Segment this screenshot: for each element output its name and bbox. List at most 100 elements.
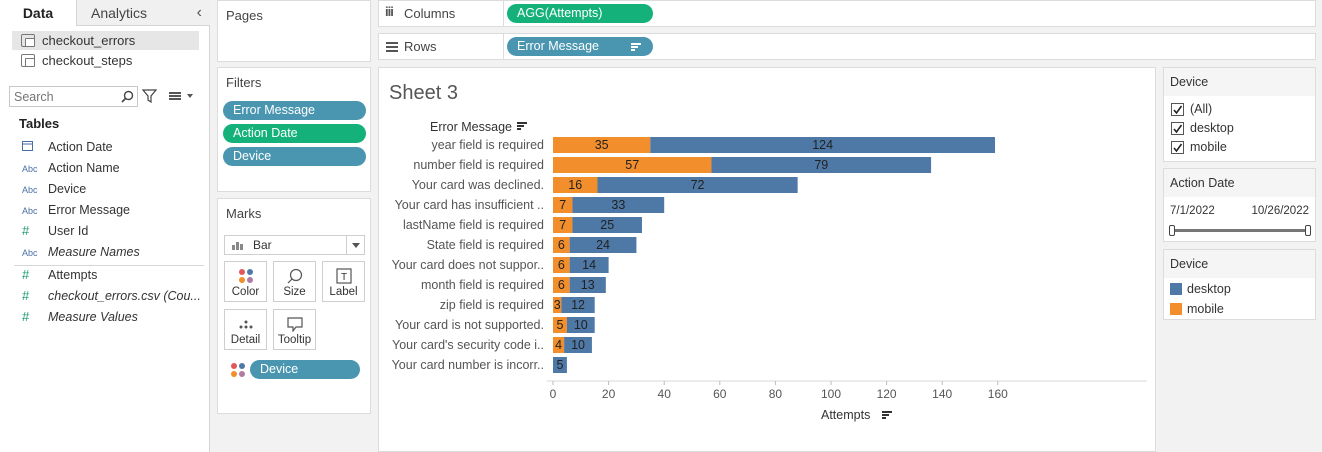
tab-data[interactable]: Data [0, 0, 76, 26]
row-label[interactable]: Your card does not suppor.. [391, 258, 544, 272]
legend-label[interactable]: mobile [1187, 302, 1224, 316]
field-error-message[interactable]: Abc Error Message [22, 200, 207, 220]
checkbox-label[interactable]: (All) [1190, 102, 1213, 116]
sort-icon[interactable] [882, 411, 892, 419]
collapse-pane-icon[interactable]: ‹ [196, 4, 202, 21]
chevron-down-icon [352, 243, 360, 248]
field-user-id[interactable]: # User Id [22, 221, 207, 241]
marks-size-button[interactable]: Size [273, 261, 316, 302]
row-label[interactable]: Your card has insufficient .. [394, 198, 544, 212]
dropdown-arrow[interactable] [346, 236, 364, 254]
data-source-checkout-steps[interactable]: checkout_steps [12, 51, 199, 70]
bar-mobile[interactable] [553, 257, 570, 273]
checkbox-label[interactable]: mobile [1190, 140, 1227, 154]
filter-icon[interactable] [142, 89, 157, 103]
data-source-checkout-errors[interactable]: checkout_errors [12, 31, 199, 50]
bar-value-label: 5 [556, 358, 563, 372]
date-slider-track[interactable] [1174, 229, 1308, 232]
filter-pill-error-message[interactable]: Error Message [223, 101, 366, 120]
bar-desktop[interactable] [711, 157, 932, 173]
row-label[interactable]: Your card's security code i.. [392, 338, 544, 352]
search-input[interactable] [14, 89, 114, 104]
field-action-date[interactable]: Action Date [22, 137, 207, 157]
bar-mobile[interactable] [553, 297, 562, 313]
checkbox-mobile[interactable] [1171, 141, 1184, 154]
bar-mobile[interactable] [553, 237, 570, 253]
bar-desktop[interactable] [597, 177, 798, 193]
row-label[interactable]: year field is required [431, 138, 544, 152]
bar-mobile[interactable] [553, 337, 565, 353]
marks-tooltip-button[interactable]: Tooltip [273, 309, 316, 350]
bar-desktop[interactable] [650, 137, 996, 153]
date-slider-start-handle[interactable] [1169, 225, 1175, 236]
bar-desktop[interactable] [566, 317, 595, 333]
bar-desktop[interactable] [561, 297, 595, 313]
date-slider-end-handle[interactable] [1305, 225, 1311, 236]
bar-value-label: 57 [625, 158, 639, 172]
field-measure-names[interactable]: Abc Measure Names [22, 242, 207, 262]
view-options-icon[interactable] [168, 90, 196, 102]
bar-mobile[interactable] [553, 157, 712, 173]
marks-detail-button[interactable]: Detail [224, 309, 267, 350]
field-device[interactable]: Abc Device [22, 179, 207, 199]
bar-desktop[interactable] [553, 357, 567, 373]
hash-icon: # [22, 288, 30, 303]
row-label[interactable]: number field is required [413, 158, 544, 172]
action-date-filter-title: Action Date [1164, 169, 1315, 197]
checkbox-desktop[interactable] [1171, 122, 1184, 135]
pages-shelf[interactable]: Pages [217, 0, 371, 62]
field-measure-values[interactable]: # Measure Values [22, 307, 207, 327]
legend-label[interactable]: desktop [1187, 282, 1231, 296]
bar-mobile[interactable] [553, 177, 598, 193]
marks-pill-device[interactable]: Device [250, 360, 360, 379]
checkbox-all[interactable] [1171, 103, 1184, 116]
marks-color-button[interactable]: Color [224, 261, 267, 302]
bar-value-label: 124 [812, 138, 833, 152]
bar-desktop[interactable] [572, 197, 665, 213]
field-checkout-errors-csv-cou[interactable]: # checkout_errors.csv (Cou... [22, 286, 207, 306]
columns-shelf[interactable]: iii Columns AGG(Attempts) [378, 0, 1316, 27]
row-label[interactable]: State field is required [426, 238, 544, 252]
bar-mobile[interactable] [553, 277, 570, 293]
action-date-filter-card: Action Date 7/1/2022 10/26/2022 [1163, 168, 1316, 242]
filter-pill-action-date[interactable]: Action Date [223, 124, 366, 143]
row-label[interactable]: Your card was declined. [411, 178, 544, 192]
row-label[interactable]: lastName field is required [402, 218, 544, 232]
bar-mobile[interactable] [553, 197, 573, 213]
sort-icon[interactable] [517, 122, 527, 130]
bar-desktop[interactable] [569, 257, 609, 273]
rows-pill-error-message[interactable]: Error Message [507, 37, 653, 56]
legend-swatch-desktop[interactable] [1170, 283, 1182, 295]
field-search-box[interactable] [9, 86, 138, 107]
bar-mobile[interactable] [553, 217, 573, 233]
bar-chart[interactable]: 35 124 57 79 16 72 7 33 7 25 6 24 6 14 6 13 3 12 5 10 4 10 5 0 2… [547, 135, 1152, 435]
field-action-name[interactable]: Abc Action Name [22, 158, 207, 178]
date-range-end[interactable]: 10/26/2022 [1251, 205, 1309, 217]
bar-desktop[interactable] [569, 277, 606, 293]
field-name: Action Date [48, 140, 113, 154]
date-range-start[interactable]: 7/1/2022 [1170, 205, 1215, 217]
bar-mobile[interactable] [553, 137, 651, 153]
bar-desktop[interactable] [564, 337, 592, 353]
filters-shelf[interactable]: Filters Error Message Action Date Device [217, 67, 371, 192]
data-pane: Data Analytics ‹ checkout_errors checkou… [0, 0, 210, 452]
rows-shelf[interactable]: Rows Error Message [378, 33, 1316, 60]
worksheet-view: Sheet 3 Error Message year field is requ… [378, 67, 1156, 452]
filter-pill-device[interactable]: Device [223, 147, 366, 166]
mark-type-dropdown[interactable]: Bar [224, 235, 365, 255]
field-attempts[interactable]: # Attempts [22, 265, 207, 285]
sort-icon[interactable] [631, 43, 641, 51]
row-label[interactable]: Your card is not supported. [395, 318, 544, 332]
bar-desktop[interactable] [572, 217, 642, 233]
row-label[interactable]: Your card number is incorr.. [391, 358, 544, 372]
row-label[interactable]: month field is required [421, 278, 544, 292]
marks-label-button[interactable]: T Label [322, 261, 365, 302]
legend-swatch-mobile[interactable] [1170, 303, 1182, 315]
row-label[interactable]: zip field is required [439, 298, 544, 312]
bar-mobile[interactable] [553, 317, 567, 333]
search-icon[interactable] [121, 90, 134, 103]
checkbox-label[interactable]: desktop [1190, 121, 1234, 135]
columns-pill-agg-attempts[interactable]: AGG(Attempts) [507, 4, 653, 23]
tab-analytics[interactable]: Analytics ‹ [76, 0, 210, 26]
bar-desktop[interactable] [569, 237, 637, 253]
